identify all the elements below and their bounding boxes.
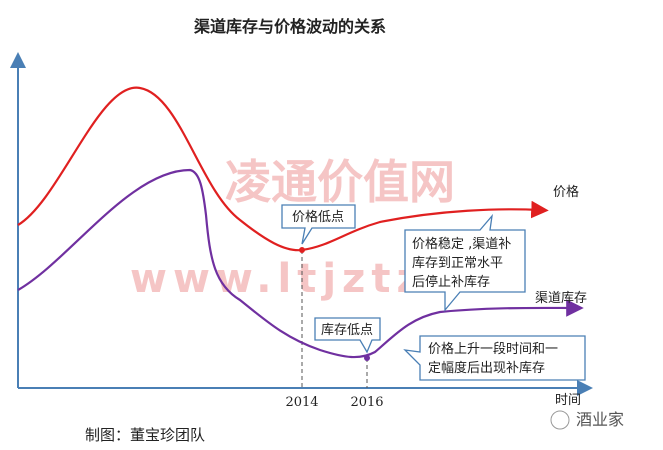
watermark-url: www.ltjztz (130, 256, 426, 302)
inventory-low-callout (314, 317, 381, 354)
credit: 制图：董宝珍团队 (85, 426, 205, 444)
logo-icon (550, 410, 570, 430)
tick-label: 2014 (285, 395, 318, 410)
price-low-text: 价格低点 (292, 209, 344, 225)
price-curve (17, 86, 549, 252)
price-label: 价格 (553, 184, 579, 200)
x-axis-label: 时间 (555, 393, 581, 408)
watermark-name: 凌通价值网 (225, 155, 455, 209)
price-low-callout (281, 204, 356, 245)
inventory-low-text: 库存低点 (321, 322, 373, 338)
inventory-curve (17, 168, 584, 359)
price-stable-callout (404, 213, 526, 312)
title: 渠道库存与价格波动的关系 (194, 17, 386, 36)
price-rise-callout (403, 335, 586, 381)
logo-text: 酒业家 (576, 410, 624, 429)
tick-label: 2016 (350, 395, 383, 410)
inventory-label: 渠道库存 (535, 290, 587, 306)
inventory-low-dot (364, 355, 370, 361)
price-rise-text: 价格上升一段时间和一 定幅度后出现补库存 (428, 341, 562, 376)
price-low-dot (299, 247, 305, 253)
price-stable-text: 价格稳定 ,渠道补 库存到正常水平 后停止补库存 (412, 236, 515, 290)
